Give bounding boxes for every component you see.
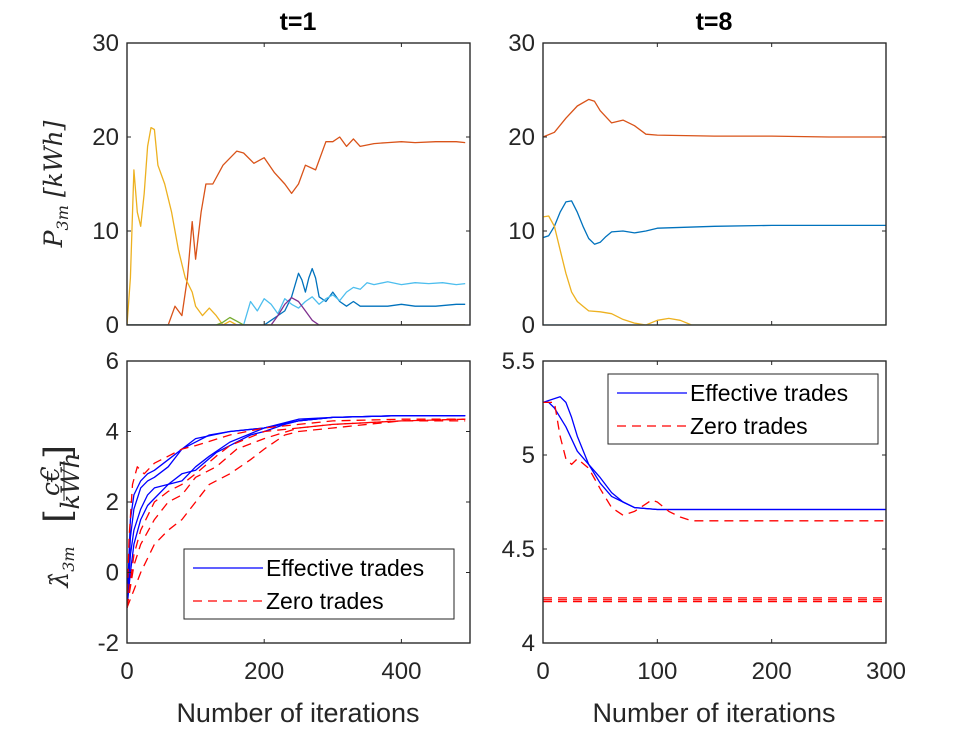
x-ticks (126, 43, 402, 325)
y-label-frac-top: c€ (36, 466, 65, 496)
y-ticks: -2 0 2 4 6 (98, 348, 470, 657)
series-line-orange-0 (543, 98, 886, 138)
legend: Effective trades Zero trades (183, 548, 455, 620)
plot-area (127, 414, 466, 609)
y-tick-label: 0 (106, 312, 119, 339)
axes-border (126, 42, 471, 326)
chart-title: t=8 (696, 8, 733, 36)
series-line-effective-trades-2 (127, 414, 466, 608)
y-tick-label: 10 (508, 218, 535, 245)
series-line-zero-trades-4 (127, 418, 466, 608)
y-tick-label: 5 (522, 442, 535, 469)
plot-area (127, 126, 466, 325)
y-label-sub: 3m (59, 546, 78, 571)
x-tick-label: 0 (120, 658, 133, 685)
series-line-zero-trades-5 (127, 418, 466, 608)
series-line-effective-trades-1 (543, 401, 886, 511)
y-tick-label: 2 (106, 489, 119, 516)
y-tick-label: 30 (508, 30, 535, 57)
y-tick-label: 0 (106, 560, 119, 587)
y-label-main: P (39, 229, 68, 248)
series-line-yellow-1 (127, 126, 466, 325)
x-tick-label: 200 (752, 658, 792, 685)
panel-power-t8: t=8 0 10 20 30 (508, 8, 887, 339)
y-tick-label: 6 (106, 348, 119, 375)
y-tick-label: 20 (508, 124, 535, 151)
series-line-blue-2 (127, 267, 466, 325)
legend-label-zero: Zero trades (266, 588, 384, 614)
svg-text:P3m[kWh]: P3m [kWh] (39, 120, 72, 248)
y-axis-label: λ̂3m [ c€ kWh ] (36, 445, 85, 589)
series-line-zero-trades-7 (127, 420, 466, 608)
x-ticks: 0 200 400 (120, 361, 421, 685)
y-ticks: 0 10 20 30 (92, 30, 470, 339)
y-label-bracket-close: ] (38, 445, 79, 459)
series-line-cyan-3 (127, 281, 466, 325)
y-label-sub: 3m (53, 205, 72, 230)
y-tick-label: 4 (522, 630, 535, 657)
y-label-frac-bottom: kWh (56, 453, 85, 510)
x-ticks (542, 43, 887, 325)
y-tick-label: 0 (522, 312, 535, 339)
series-line-green-5 (127, 316, 466, 325)
y-ticks: 4 4.5 5 5.5 (502, 348, 886, 657)
series-line-zero-trades-6 (127, 418, 466, 609)
series-line-yellow-2 (543, 215, 886, 325)
x-tick-label: 0 (536, 658, 549, 685)
panel-power-t1: t=1 0 10 20 30 P3m [kWh] (39, 8, 471, 339)
series-line-zero-trades-2 (543, 401, 886, 522)
y-tick-label: 20 (92, 124, 119, 151)
series-line-orange-0 (127, 136, 466, 325)
x-axis-label: Number of iterations (592, 698, 835, 728)
legend-label-effective: Effective trades (266, 555, 424, 581)
panel-lambda-t8: 4 4.5 5 5.5 0 100 200 300 Number of iterations… (502, 348, 906, 728)
legend-box (183, 548, 455, 620)
chart-title: t=1 (280, 8, 317, 36)
x-tick-label: 200 (244, 658, 284, 685)
legend-label-zero: Zero trades (690, 413, 808, 439)
legend-label-effective: Effective trades (690, 380, 848, 406)
y-ticks: 0 10 20 30 (508, 30, 886, 339)
y-tick-label: 4.5 (502, 536, 535, 563)
y-tick-label: 10 (92, 218, 119, 245)
svg-text:λ̂3m: λ̂3m (45, 546, 78, 588)
y-tick-label: 5.5 (502, 348, 535, 375)
y-tick-label: 4 (106, 419, 119, 446)
x-tick-label: 400 (381, 658, 421, 685)
axes-box (542, 42, 887, 326)
y-label-unit: [kWh] (39, 120, 68, 197)
legend-box (607, 373, 879, 445)
x-tick-label: 100 (637, 658, 677, 685)
axes-border (542, 42, 887, 326)
plot-area (543, 98, 886, 325)
x-tick-label: 300 (866, 658, 906, 685)
y-axis-label: P3m [kWh] (39, 120, 72, 248)
series-line-purple-4 (127, 297, 466, 325)
y-tick-label: -2 (98, 630, 119, 657)
legend: Effective trades Zero trades (607, 373, 879, 445)
series-line-blue-1 (543, 200, 886, 245)
plot-area (543, 396, 886, 603)
y-tick-label: 30 (92, 30, 119, 57)
y-label-bracket-open: [ (38, 509, 79, 523)
y-label-main: λ̂ (45, 572, 74, 589)
x-ticks: 0 100 200 300 (536, 361, 906, 685)
axes-border (542, 360, 887, 644)
x-axis-label: Number of iterations (176, 698, 419, 728)
